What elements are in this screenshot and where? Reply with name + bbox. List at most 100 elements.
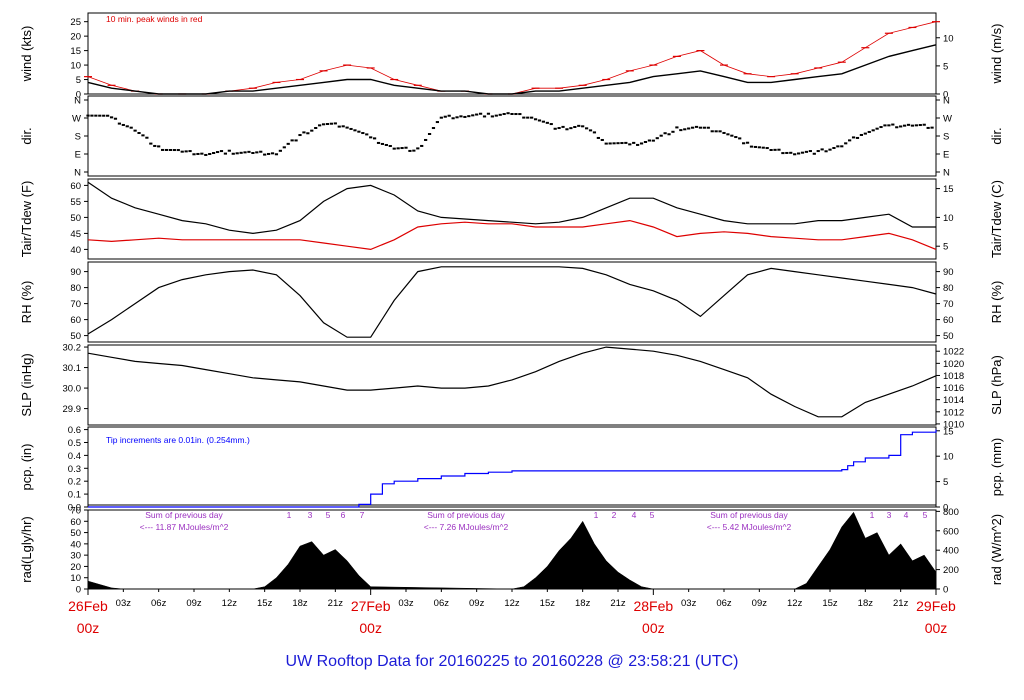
dir-point (109, 116, 114, 119)
dir-point (408, 149, 412, 152)
tair-line (87, 181, 936, 235)
dir-point (455, 116, 459, 119)
dir-point (427, 133, 432, 135)
dir-point (812, 152, 816, 155)
ytick-label-left: 50 (70, 528, 81, 539)
ytick-label-right: 0 (943, 585, 948, 596)
hour-mark: 5 (650, 510, 655, 520)
ytick-label-right: 70 (943, 299, 954, 310)
dir-point (879, 126, 883, 129)
dir-point (451, 117, 455, 120)
ytick-label-left: 60 (70, 315, 81, 326)
dir-point (734, 136, 738, 139)
ytick-label-left: 40 (70, 245, 81, 256)
dir-point (675, 126, 679, 129)
dir-point (738, 137, 742, 140)
dir-point (902, 124, 907, 127)
ytick-label-left: 15 (70, 46, 81, 57)
dir-point (188, 150, 192, 153)
ytick-label-right: 5 (943, 477, 948, 488)
dir-point (757, 146, 761, 149)
daily-sum-value: <--- 11.87 MJoules/m^2 (140, 522, 229, 532)
ytick-label-left: W (72, 114, 81, 125)
dir-point (891, 123, 895, 126)
dir-point (502, 113, 506, 116)
hour-mark: 1 (870, 510, 875, 520)
dir-point (365, 133, 369, 136)
dir-point (706, 126, 710, 129)
dir-point (537, 119, 542, 122)
ytick-label-left: 0.6 (68, 425, 81, 436)
ytick-label-right: 5 (943, 242, 948, 253)
ytick-label-right: 800 (943, 507, 959, 518)
dir-point (722, 131, 726, 134)
dir-point (679, 129, 683, 132)
dir-point (647, 139, 652, 142)
dir-point (698, 126, 703, 129)
ytick-label-left: 70 (70, 299, 81, 310)
dir-point (588, 129, 593, 132)
dir-point (565, 128, 569, 131)
dir-point (777, 148, 781, 151)
dir-point (910, 124, 915, 127)
dir-point (851, 136, 856, 139)
panel-frame-rh (87, 261, 937, 343)
ytick-label-left: 25 (70, 17, 81, 28)
dir-point (459, 115, 463, 118)
dir-point (906, 123, 911, 126)
dir-point (796, 152, 801, 155)
day-label-time: 00z (925, 620, 948, 636)
dir-point (443, 115, 447, 118)
ytick-label-right: 600 (943, 526, 959, 537)
dir-point (231, 152, 235, 155)
dir-point (223, 152, 228, 155)
dir-point (557, 127, 561, 130)
dir-point (840, 145, 844, 148)
dir-point (651, 139, 655, 142)
ytick-label-left: N (74, 168, 81, 179)
dir-point (824, 150, 828, 153)
ytick-label-left: 45 (70, 229, 81, 240)
dir-point (94, 114, 98, 117)
dir-point (341, 125, 345, 128)
dir-point (820, 148, 824, 151)
daily-sum-heading: Sum of previous day (145, 510, 223, 520)
y-axis-label-left: wind (kts) (19, 26, 34, 83)
xtick-label: 21z (893, 598, 909, 609)
y-axis-label-left: pcp. (in) (19, 444, 34, 491)
dir-point (86, 114, 90, 117)
dir-point (412, 149, 416, 152)
dir-point (482, 115, 487, 118)
dir-point (475, 113, 479, 116)
hour-mark: 1 (594, 510, 599, 520)
dir-point (380, 142, 385, 145)
dir-point (789, 151, 793, 154)
dir-point (164, 148, 169, 151)
ytick-label-left: 0 (76, 90, 81, 101)
dir-point (372, 137, 377, 140)
xtick-label: 21z (328, 598, 344, 609)
y-axis-label-right: RH (%) (989, 281, 1004, 324)
hour-mark: 5 (923, 510, 928, 520)
dir-point (620, 142, 624, 145)
dir-point (918, 124, 922, 127)
xtick-label: 03z (116, 598, 132, 609)
dir-point (172, 149, 176, 152)
dir-point (420, 144, 424, 147)
ytick-label-left: 5 (76, 75, 81, 86)
xtick-label: 12z (504, 598, 520, 609)
dir-point (514, 113, 518, 116)
dir-point (282, 146, 286, 149)
dir-point (926, 126, 930, 129)
xtick-label: 15z (822, 598, 838, 609)
dir-point (596, 136, 600, 139)
day-label-time: 00z (77, 620, 100, 636)
dir-point (337, 125, 341, 128)
dir-point (204, 153, 208, 156)
ytick-label-left: 90 (70, 267, 81, 278)
xtick-label: 18z (292, 598, 308, 609)
dir-point (573, 126, 577, 128)
dir-point (714, 130, 718, 133)
dir-point (200, 152, 204, 155)
dir-point (636, 143, 640, 146)
